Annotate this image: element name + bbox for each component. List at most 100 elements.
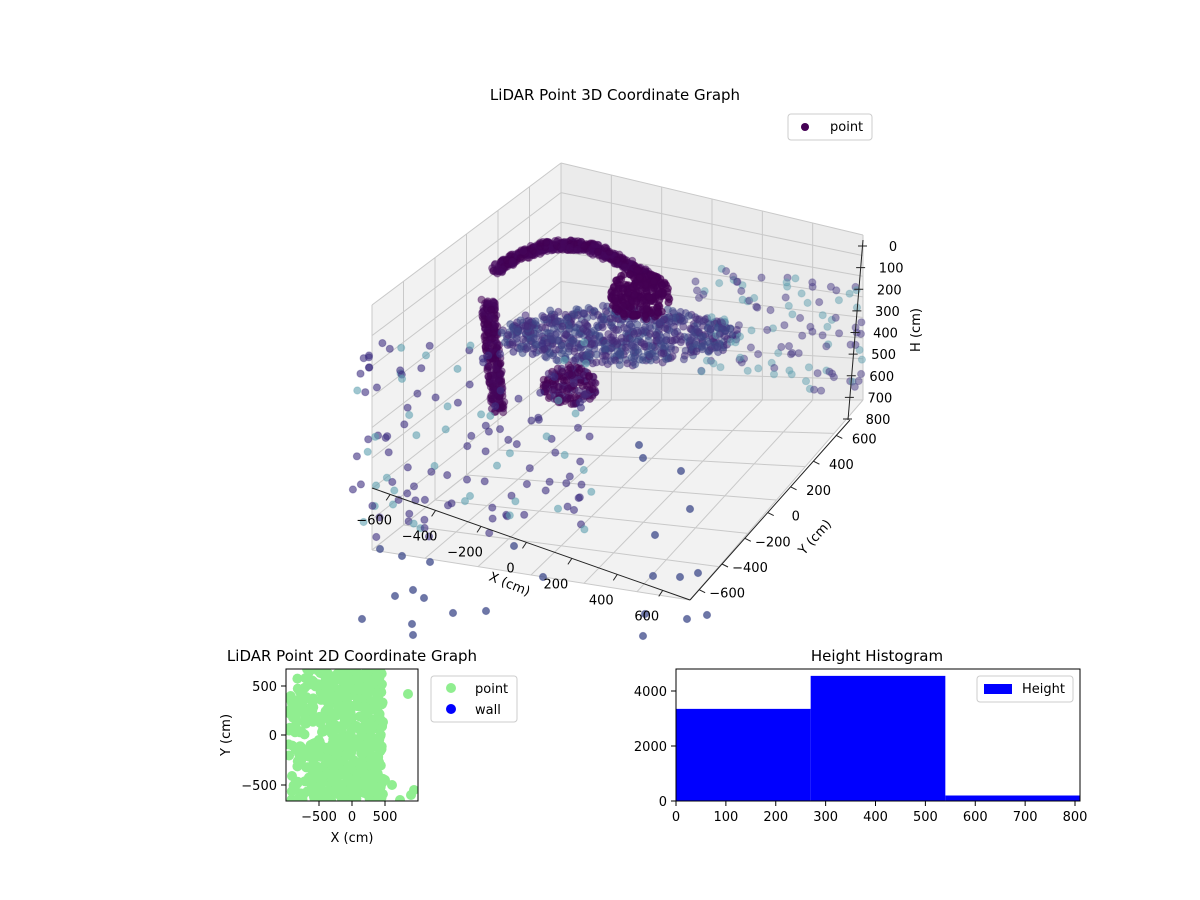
point-3d	[431, 393, 440, 402]
point-3d	[804, 363, 814, 372]
point-3d	[679, 355, 689, 364]
point-3d	[659, 349, 668, 358]
point-3d	[612, 325, 621, 334]
legend-hist-patch	[984, 684, 1012, 694]
point-3d	[769, 370, 779, 379]
y-tick-label: −400	[732, 561, 768, 576]
point-3d	[727, 337, 736, 346]
z-tick-label: 700	[867, 391, 892, 406]
point-2d	[294, 686, 305, 697]
y-label-2d: Y (cm)	[219, 714, 234, 757]
point-3d	[506, 320, 515, 329]
point-2d	[343, 750, 354, 761]
point-2d	[327, 690, 338, 701]
point-3d	[611, 305, 620, 314]
point-3d	[613, 347, 622, 356]
point-3d	[443, 402, 452, 411]
title-hist: Height Histogram	[811, 647, 943, 665]
point-2d	[304, 669, 315, 677]
point-3d	[467, 431, 476, 440]
plot-hist: Height Histogram 0 100 200 300 400 500 600 700 8…	[634, 647, 1088, 825]
z-label-3d: H (cm)	[909, 308, 924, 352]
point-2d	[295, 795, 306, 801]
plot-2d: LiDAR Point 2D Coordinate Graph −500 0 500…	[219, 647, 518, 846]
point-3d	[627, 353, 636, 362]
plot-3d: LiDAR Point 3D Coordinate Graph −600 −400…	[348, 86, 924, 641]
point-2d	[288, 780, 299, 791]
point-3d	[788, 310, 797, 319]
point-3d	[348, 485, 357, 494]
grid-line	[371, 162, 562, 306]
point-3d	[675, 572, 685, 582]
x-tick-label: 400	[589, 593, 614, 608]
point-2d	[331, 749, 342, 760]
point-3d	[486, 411, 495, 420]
title-3d: LiDAR Point 3D Coordinate Graph	[490, 86, 740, 104]
point-3d	[484, 372, 493, 381]
point-3d	[413, 389, 422, 398]
x-tick-label-hist: 600	[963, 810, 988, 825]
point-3d	[491, 320, 500, 329]
point-3d	[408, 585, 418, 595]
y-tick	[790, 486, 797, 491]
point-3d	[357, 614, 367, 624]
point-3d	[635, 273, 644, 282]
point-3d	[363, 447, 372, 456]
grid-line	[689, 399, 864, 601]
point-2d	[286, 739, 294, 750]
point-3d	[715, 330, 724, 339]
point-3d	[662, 331, 671, 341]
point-3d	[564, 344, 573, 353]
point-3d	[685, 504, 695, 514]
point-2d	[356, 755, 367, 766]
point-3d	[519, 247, 528, 256]
point-2d	[373, 755, 383, 765]
point-3d	[702, 610, 712, 620]
point-3d	[542, 432, 551, 441]
point-2d	[344, 713, 355, 724]
z-tick-label: 100	[879, 262, 904, 277]
point-3d	[658, 281, 667, 290]
point-3d	[421, 351, 431, 360]
point-2d	[300, 713, 311, 724]
point-3d	[601, 351, 610, 360]
y-tick-label: −600	[709, 587, 745, 602]
point-3d	[562, 479, 571, 488]
point-3d	[558, 243, 567, 252]
point-3d	[693, 568, 703, 578]
point-3d	[499, 401, 508, 411]
point-2d	[354, 711, 365, 722]
point-2d	[406, 790, 416, 800]
point-3d	[667, 318, 676, 327]
point-3d	[694, 293, 704, 302]
point-3d	[508, 257, 517, 266]
point-3d	[557, 349, 566, 358]
y-tick-label-hist: 0	[659, 795, 667, 810]
point-3d	[509, 347, 518, 356]
z-tick-label: 600	[869, 370, 894, 385]
point-3d	[558, 367, 567, 377]
point-3d	[803, 298, 812, 307]
point-3d	[403, 463, 412, 472]
point-2d	[361, 781, 372, 792]
point-3d	[587, 487, 596, 496]
point-3d	[635, 281, 645, 290]
point-3d	[587, 339, 597, 348]
legend-3d: point	[787, 113, 873, 141]
point-3d	[791, 274, 800, 283]
y-tick	[721, 563, 729, 568]
point-3d	[497, 328, 506, 337]
point-3d	[857, 318, 866, 327]
x-tick-label: −600	[356, 513, 392, 528]
point-3d	[425, 341, 434, 350]
point-3d	[463, 442, 472, 451]
point-3d	[702, 356, 712, 365]
point-2d	[351, 722, 362, 733]
point-3d	[590, 240, 599, 249]
point-3d	[516, 344, 525, 353]
point-3d	[372, 532, 381, 542]
point-3d	[448, 608, 458, 618]
point-3d	[397, 551, 407, 561]
point-2d	[342, 731, 353, 742]
point-2d	[342, 692, 353, 703]
